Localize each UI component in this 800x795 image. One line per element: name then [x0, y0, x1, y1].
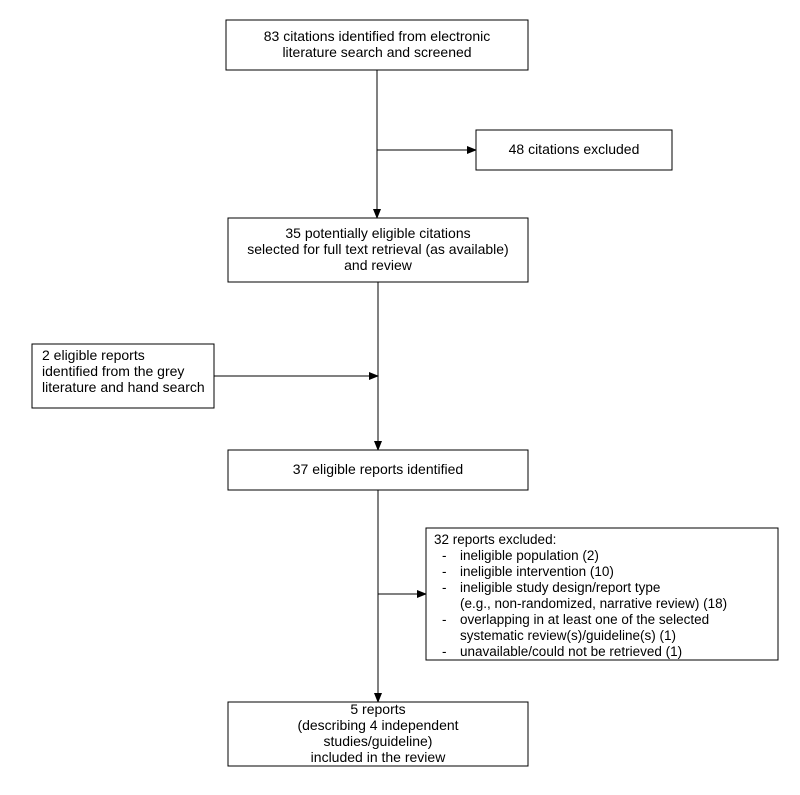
flow-node-n3: 35 potentially eligible citationsselecte… [228, 218, 528, 282]
bullet-text: ineligible study design/report type [460, 580, 660, 595]
bullet-text: systematic review(s)/guideline(s) (1) [460, 628, 676, 643]
bullet-dash: - [442, 580, 447, 595]
flow-node-text: and review [344, 257, 413, 273]
flow-node-n5: 37 eligible reports identified [228, 450, 528, 490]
flow-node-text: 2 eligible reports [42, 347, 145, 363]
flow-node-n7: 5 reports(describing 4 independentstudie… [228, 701, 528, 766]
bullet-dash: - [442, 612, 447, 627]
bullet-dash: - [442, 644, 447, 659]
flow-node-text: 5 reports [350, 701, 405, 717]
bullet-text: (e.g., non-randomized, narrative review)… [460, 596, 727, 611]
flow-node-text: (describing 4 independent [297, 717, 458, 733]
flow-node-text: literature and hand search [42, 379, 205, 395]
flow-node-text: 48 citations excluded [509, 141, 640, 157]
bullet-text: unavailable/could not be retrieved (1) [460, 644, 682, 659]
bullet-dash: - [442, 564, 447, 579]
flow-node-text: 35 potentially eligible citations [285, 225, 470, 241]
flow-node-title: 32 reports excluded: [434, 532, 556, 547]
bullet-text: ineligible population (2) [460, 548, 599, 563]
flow-node-n4: 2 eligible reportsidentified from the gr… [32, 344, 214, 408]
flow-node-text: literature search and screened [282, 44, 471, 60]
flowchart-svg: 83 citations identified from electronicl… [0, 0, 800, 795]
bullet-text: ineligible intervention (10) [460, 564, 614, 579]
bullet-text: overlapping in at least one of the selec… [460, 612, 709, 627]
flow-node-text: studies/guideline) [324, 733, 433, 749]
flow-node-n1: 83 citations identified from electronicl… [226, 20, 528, 70]
bullet-dash: - [442, 548, 447, 563]
nodes-layer: 83 citations identified from electronicl… [32, 20, 778, 766]
flow-node-text: included in the review [311, 749, 447, 765]
flow-node-text: 37 eligible reports identified [293, 461, 463, 477]
flow-node-text: selected for full text retrieval (as ava… [247, 241, 508, 257]
flow-node-text: identified from the grey [42, 363, 184, 379]
flow-node-n2: 48 citations excluded [476, 130, 672, 170]
flow-node-n6: 32 reports excluded:-ineligible populati… [426, 528, 778, 660]
flow-node-text: 83 citations identified from electronic [264, 28, 490, 44]
